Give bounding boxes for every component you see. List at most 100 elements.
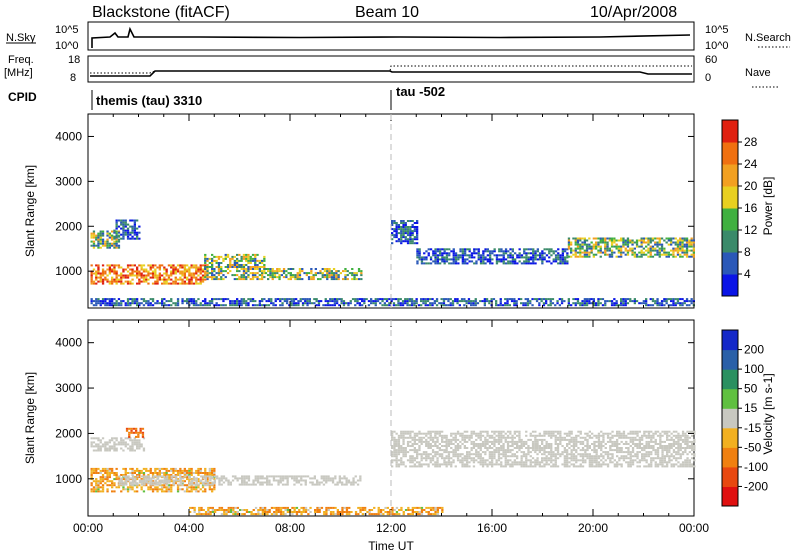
echo-cell [113, 478, 116, 481]
echo-cell [99, 246, 102, 249]
echo-cell [638, 302, 641, 305]
echo-cell [604, 241, 607, 244]
echo-cell [586, 434, 589, 437]
echo-cell [652, 459, 655, 462]
echo-cell [456, 453, 460, 456]
echo-cell [117, 266, 121, 269]
echo-cell [454, 298, 457, 301]
echo-cell [474, 302, 477, 305]
echo-cell [500, 461, 503, 464]
echo-cell [122, 268, 125, 271]
echo-cell [393, 222, 396, 224]
echo-cell [344, 278, 347, 281]
echo-cell [493, 430, 496, 433]
echo-cell [400, 461, 403, 464]
echo-cell [97, 242, 100, 245]
echo-cell [647, 455, 651, 458]
echo-cell [675, 436, 678, 439]
echo-cell [429, 434, 432, 437]
echo-cell [488, 457, 491, 460]
echo-cell [263, 264, 266, 266]
echo-cell [504, 459, 507, 462]
echo-cell [690, 245, 693, 248]
echo-cell [529, 300, 532, 303]
echo-cell [346, 278, 349, 281]
echo-cell [145, 481, 148, 484]
echo-cell [133, 223, 136, 226]
echo-cell [586, 449, 589, 452]
echo-cell [111, 268, 114, 271]
echo-cell [441, 457, 444, 460]
echo-cell [466, 248, 469, 251]
echo-cell [156, 302, 159, 305]
echo-cell [511, 443, 514, 445]
echo-cell [176, 304, 180, 307]
echo-cell [215, 276, 218, 279]
echo-cell [240, 300, 243, 303]
echo-cell [372, 300, 375, 303]
echo-cell [236, 300, 239, 303]
echo-cell [561, 436, 564, 439]
echo-cell [450, 457, 453, 460]
echo-cell [547, 443, 551, 445]
echo-cell [468, 465, 471, 468]
echo-cell [111, 270, 114, 273]
echo-cell [425, 455, 428, 458]
echo-cell [101, 268, 105, 271]
echo-cell [250, 483, 253, 486]
echo-cell [514, 252, 517, 255]
echo-cell [326, 300, 330, 303]
echo-cell [206, 274, 209, 277]
echo-cell [111, 445, 114, 448]
echo-cell [518, 436, 521, 439]
echo-cell [629, 463, 632, 466]
echo-cell [120, 300, 123, 303]
echo-cell [117, 302, 121, 305]
echo-cell [243, 477, 246, 480]
echo-cell [156, 274, 159, 277]
echo-cell [416, 449, 419, 452]
echo-cell [101, 300, 105, 303]
echo-cell [650, 447, 653, 449]
echo-cell [126, 280, 130, 283]
echo-cell [254, 272, 257, 275]
echo-cell [151, 304, 155, 307]
echo-cell [188, 467, 191, 470]
echo-cell [190, 300, 193, 303]
echo-cell [181, 481, 185, 484]
echo-cell [434, 461, 437, 464]
echo-cell [113, 231, 116, 234]
echo-cell [129, 467, 132, 470]
echo-cell [658, 249, 661, 252]
echo-cell [550, 250, 553, 253]
echo-cell [288, 475, 291, 478]
echo-cell [413, 300, 416, 303]
echo-cell [638, 436, 641, 439]
echo-cell [511, 254, 514, 257]
echo-cell [411, 232, 414, 235]
echo-cell [305, 274, 308, 277]
echo-cell [143, 483, 146, 486]
echo-cell [507, 254, 510, 257]
echo-cell [668, 457, 671, 460]
echo-cell [447, 457, 451, 460]
echo-cell [481, 440, 485, 443]
echo-cell [400, 434, 403, 437]
echo-cell [677, 438, 680, 441]
echo-cell [242, 264, 246, 266]
echo-cell [685, 304, 689, 307]
echo-cell [577, 465, 580, 468]
echo-cell [145, 274, 148, 277]
echo-cell [442, 302, 446, 305]
echo-cell [304, 481, 307, 484]
echo-cell [92, 230, 96, 233]
echo-cell [686, 447, 689, 449]
echo-cell [479, 434, 482, 437]
echo-cell [560, 298, 564, 301]
echo-cell [363, 302, 366, 305]
echo-cell [411, 455, 414, 458]
echo-cell [466, 459, 469, 462]
echo-cell [391, 455, 394, 458]
echo-cell [640, 251, 643, 254]
echo-cell [242, 274, 246, 277]
